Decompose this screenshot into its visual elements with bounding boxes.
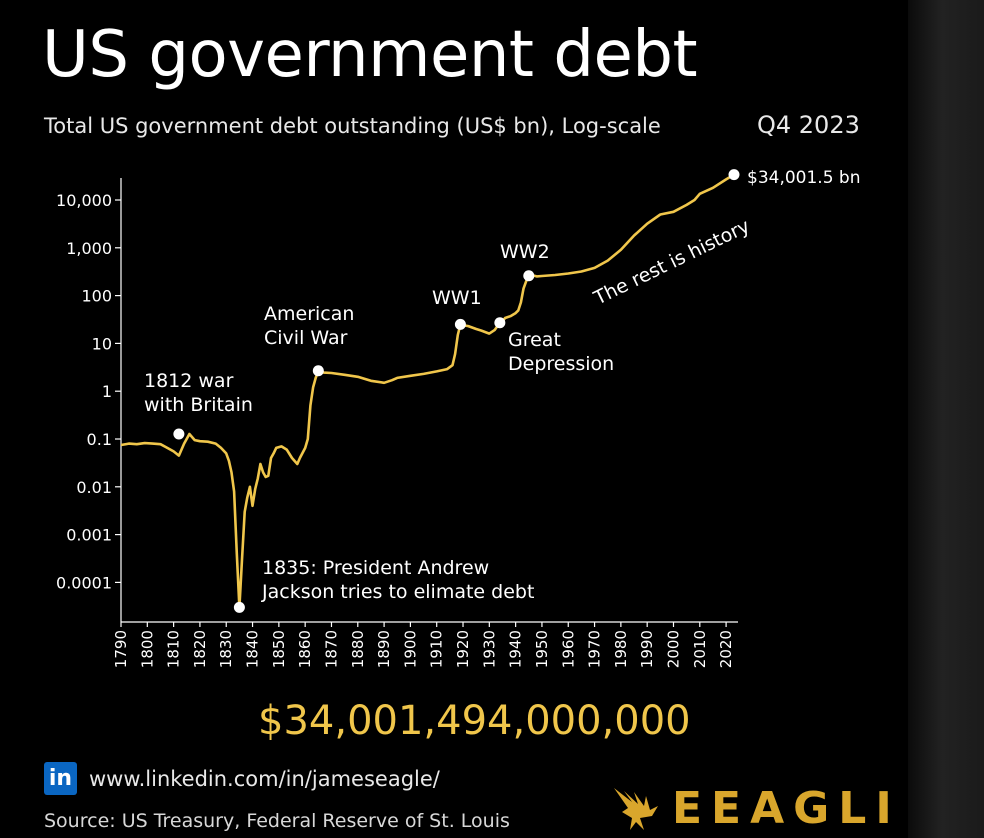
x-tick-label: 1800 [138, 630, 156, 668]
chart-subtitle: Total US government debt outstanding (US… [44, 114, 661, 138]
x-tick-label: 1870 [322, 630, 340, 668]
brand-logo: EEAGLI [610, 782, 901, 834]
screen-edge-right [908, 0, 984, 838]
x-tick-label: 1940 [507, 630, 525, 668]
page-title: US government debt [42, 18, 698, 92]
x-tick-label: 1920 [454, 630, 472, 668]
linkedin-icon: in [44, 762, 77, 795]
x-tick-label: 1960 [559, 630, 577, 668]
y-tick-label: 10 [92, 334, 112, 353]
x-tick-label: 1840 [244, 630, 262, 668]
annotation-marker [728, 169, 740, 181]
x-tick-label: 1860 [296, 630, 314, 668]
x-tick-label: 1930 [480, 630, 498, 668]
x-tick-label: 1790 [112, 630, 130, 668]
annotation-label: WW1 [432, 287, 482, 309]
annotation-label: $34,001.5 bn [747, 168, 861, 188]
annotation-label: with Britain [144, 394, 253, 416]
annotation-label: WW2 [500, 241, 550, 263]
y-tick-label: 100 [81, 287, 112, 306]
annotation-marker [312, 365, 324, 377]
x-tick-label: 1900 [401, 630, 419, 668]
eagle-icon [614, 788, 658, 830]
brand-name: EEAGLI [672, 782, 901, 834]
annotation-marker [494, 317, 506, 329]
annotation-label: The rest is history [590, 215, 754, 310]
annotation-label: Civil War [264, 327, 348, 349]
y-tick-label: 10,000 [56, 191, 112, 210]
x-tick-label: 1890 [375, 630, 393, 668]
annotation-label: 1812 war [144, 370, 234, 392]
total-debt-figure: $34,001,494,000,000 [258, 698, 691, 744]
source-note: Source: US Treasury, Federal Reserve of … [44, 810, 510, 832]
x-tick-label: 1830 [217, 630, 235, 668]
x-tick-label: 1910 [428, 630, 446, 668]
y-tick-label: 0.0001 [56, 573, 112, 592]
x-tick-label: 2000 [664, 630, 682, 668]
annotation-label: American [264, 303, 354, 325]
y-tick-label: 1 [102, 382, 112, 401]
x-tick-label: 1950 [533, 630, 551, 668]
linkedin-url[interactable]: www.linkedin.com/in/jameseagle/ [89, 766, 440, 791]
x-tick-label: 1990 [638, 630, 656, 668]
x-tick-label: 1970 [586, 630, 604, 668]
annotation-label: Jackson tries to elimate debt [261, 581, 534, 603]
y-tick-label: 0.1 [87, 430, 112, 449]
y-tick-label: 0.01 [76, 478, 112, 497]
annotation-marker [454, 318, 466, 330]
x-tick-label: 1810 [165, 630, 183, 668]
y-tick-label: 0.001 [66, 526, 112, 545]
annotation-marker [523, 270, 535, 282]
x-tick-label: 2010 [691, 630, 709, 668]
annotation-marker [233, 601, 245, 613]
debt-series-line [120, 173, 735, 609]
annotation-marker [173, 428, 185, 440]
y-tick-label: 1,000 [66, 239, 112, 258]
linkedin-row[interactable]: in www.linkedin.com/in/jameseagle/ [44, 762, 440, 795]
annotation-label: Great [508, 329, 561, 351]
period-label: Q4 2023 [757, 111, 860, 139]
x-tick-label: 1850 [270, 630, 288, 668]
annotation-label: 1835: President Andrew [262, 557, 489, 579]
x-tick-label: 1880 [349, 630, 367, 668]
x-tick-label: 1980 [612, 630, 630, 668]
x-tick-label: 2020 [717, 630, 735, 668]
x-tick-label: 1820 [191, 630, 209, 668]
annotation-label: Depression [508, 353, 614, 375]
